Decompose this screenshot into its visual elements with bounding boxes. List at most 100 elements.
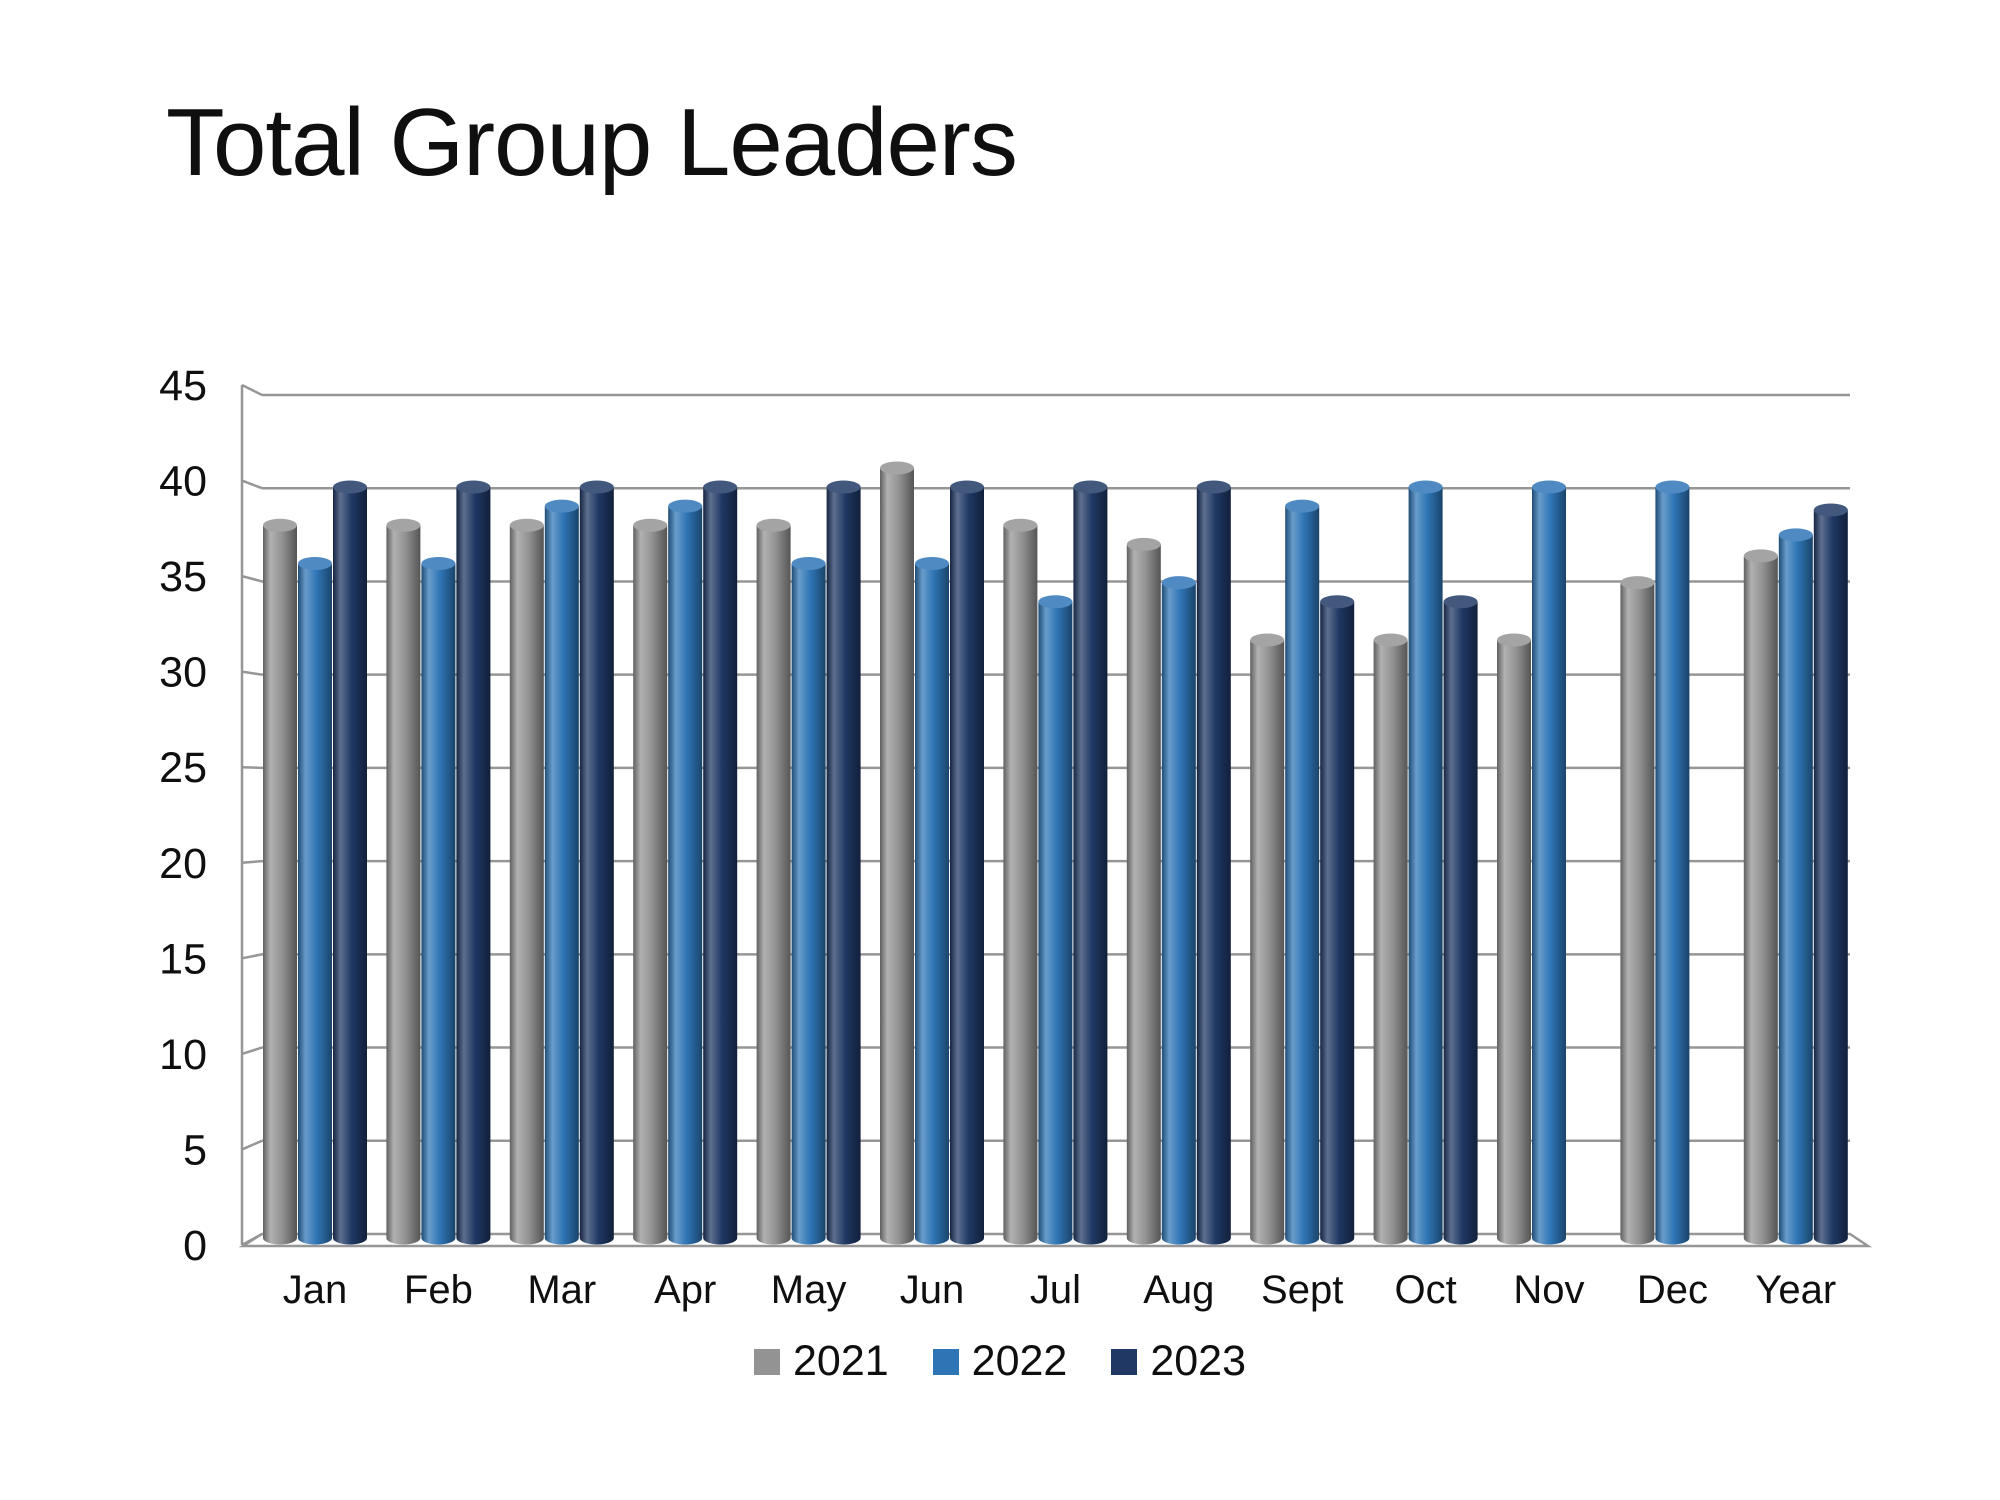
bar-2023-Apr-cap <box>703 480 738 494</box>
bar-2022-Dec <box>1655 487 1690 1238</box>
legend-label-2021: 2021 <box>792 1337 889 1385</box>
legend-swatch-2023 <box>1111 1348 1138 1375</box>
bar-2022-Sept <box>1285 506 1320 1239</box>
y-tick-connector-15 <box>241 953 263 960</box>
x-axis-label-Aug: Aug <box>1143 1268 1214 1312</box>
x-axis-label-Dec: Dec <box>1637 1268 1708 1312</box>
y-tick-label-35: 35 <box>159 553 207 601</box>
bar-2023-Aug <box>1196 487 1231 1238</box>
bar-2022-Jun-cap <box>915 557 949 570</box>
bar-2022-Jan-cap <box>298 557 332 570</box>
bar-2021-Sept <box>1250 639 1285 1238</box>
x-axis-label-Mar: Mar <box>527 1268 596 1312</box>
bar-2021-Apr <box>633 525 668 1238</box>
bar-2021-Year-cap <box>1743 549 1778 563</box>
x-axis-label-Apr: Apr <box>654 1268 716 1312</box>
bar-2021-Oct <box>1373 639 1408 1238</box>
bar-2021-Dec-cap <box>1620 576 1655 590</box>
bar-2021-Aug <box>1126 544 1161 1238</box>
y-tick-label-40: 40 <box>159 458 207 506</box>
bar-2022-Jul-cap <box>1038 595 1073 609</box>
bar-2022-Nov <box>1532 487 1566 1238</box>
x-axis-label-Nov: Nov <box>1513 1268 1584 1312</box>
x-axis-label-Jul: Jul <box>1030 1268 1081 1312</box>
bar-2022-Apr-cap <box>668 499 703 513</box>
y-tick-label-25: 25 <box>159 744 207 792</box>
bar-2022-Mar-cap <box>544 499 579 513</box>
x-axis-label-Sept: Sept <box>1261 1268 1343 1312</box>
bar-2022-Sept-cap <box>1285 499 1320 513</box>
bar-2022-Jun <box>915 563 949 1238</box>
bar-2022-Jul <box>1038 601 1073 1238</box>
bar-2023-Jan-cap <box>333 480 367 494</box>
bar-2022-Dec-cap <box>1655 480 1690 494</box>
bar-2021-May <box>756 525 791 1238</box>
bar-2022-Apr <box>668 506 703 1239</box>
y-tick-connector-10 <box>241 1046 263 1056</box>
bar-2022-May-cap <box>791 557 826 570</box>
y-tick-connector-30 <box>241 670 263 676</box>
x-axis-label-Year: Year <box>1755 1268 1836 1312</box>
bar-2023-Jul-cap <box>1073 480 1108 494</box>
bar-2023-Jun <box>950 487 984 1238</box>
bar-2022-Nov-cap <box>1532 480 1566 494</box>
y-tick-label-15: 15 <box>159 935 207 983</box>
bar-2022-Aug-cap <box>1161 576 1196 590</box>
y-tick-connector-25 <box>241 765 263 770</box>
bar-2023-Jun-cap <box>950 480 984 494</box>
bar-2021-Year <box>1743 555 1778 1238</box>
bar-2023-Mar-cap <box>579 480 614 494</box>
y-tick-connector-5 <box>241 1139 263 1151</box>
x-axis-label-May: May <box>771 1268 847 1312</box>
bar-2021-Mar <box>509 525 544 1238</box>
x-axis-label-Jan: Jan <box>283 1268 348 1312</box>
y-tick-label-5: 5 <box>183 1126 207 1174</box>
legend-item-2023: 2023 <box>1111 1340 1246 1383</box>
bar-2022-Aug <box>1161 582 1196 1238</box>
bar-2023-Year-cap <box>1813 503 1848 517</box>
bar-2022-Oct <box>1408 487 1443 1238</box>
bar-2022-Year <box>1778 534 1813 1238</box>
bar-2023-Jan <box>333 487 367 1238</box>
bar-2022-Oct-cap <box>1408 480 1443 494</box>
legend-swatch-2021 <box>753 1348 780 1375</box>
bar-2021-Feb-cap <box>386 518 421 532</box>
x-axis-label-Feb: Feb <box>404 1268 473 1312</box>
bar-2021-Mar-cap <box>509 518 544 532</box>
y-tick-connector-20 <box>241 859 263 865</box>
bar-2021-Jul-cap <box>1003 518 1038 532</box>
bar-2023-Sept-cap <box>1320 595 1355 609</box>
bar-2023-Jul <box>1073 487 1108 1238</box>
bar-2021-Jan <box>263 525 297 1238</box>
bar-2021-Apr-cap <box>633 518 668 532</box>
bar-2023-Sept <box>1320 601 1355 1238</box>
y-tick-label-45: 45 <box>159 362 207 410</box>
chart-title: Total Group Leaders <box>166 89 1018 196</box>
bar-2022-May <box>791 563 826 1238</box>
bar-2023-Oct <box>1443 601 1478 1238</box>
chart-legend: 2021 2022 2023 <box>0 1340 2000 1383</box>
bar-2021-Jul <box>1003 525 1038 1238</box>
bar-2023-Feb <box>456 487 491 1238</box>
y-tick-label-30: 30 <box>159 649 207 697</box>
bar-2021-Aug-cap <box>1126 537 1161 551</box>
bar-2022-Year-cap <box>1778 528 1813 542</box>
bar-2022-Feb <box>421 563 456 1238</box>
legend-label-2023: 2023 <box>1150 1337 1246 1385</box>
bar-2023-Year <box>1813 509 1848 1238</box>
bar-2021-Nov-cap <box>1497 633 1531 647</box>
bar-2021-Dec <box>1620 582 1655 1238</box>
y-tick-label-20: 20 <box>159 840 207 888</box>
x-axis-label-Jun: Jun <box>900 1268 965 1312</box>
legend-swatch-2022 <box>932 1348 959 1375</box>
bar-2022-Jan <box>298 563 332 1238</box>
bar-2022-Mar <box>544 506 579 1239</box>
bar-2023-Mar <box>579 487 614 1238</box>
bar-2023-Oct-cap <box>1443 595 1478 609</box>
legend-item-2022: 2022 <box>932 1340 1067 1383</box>
bar-2021-Jan-cap <box>263 518 297 532</box>
y-tick-connector-40 <box>241 479 263 490</box>
bar-2021-Jun <box>880 467 914 1238</box>
